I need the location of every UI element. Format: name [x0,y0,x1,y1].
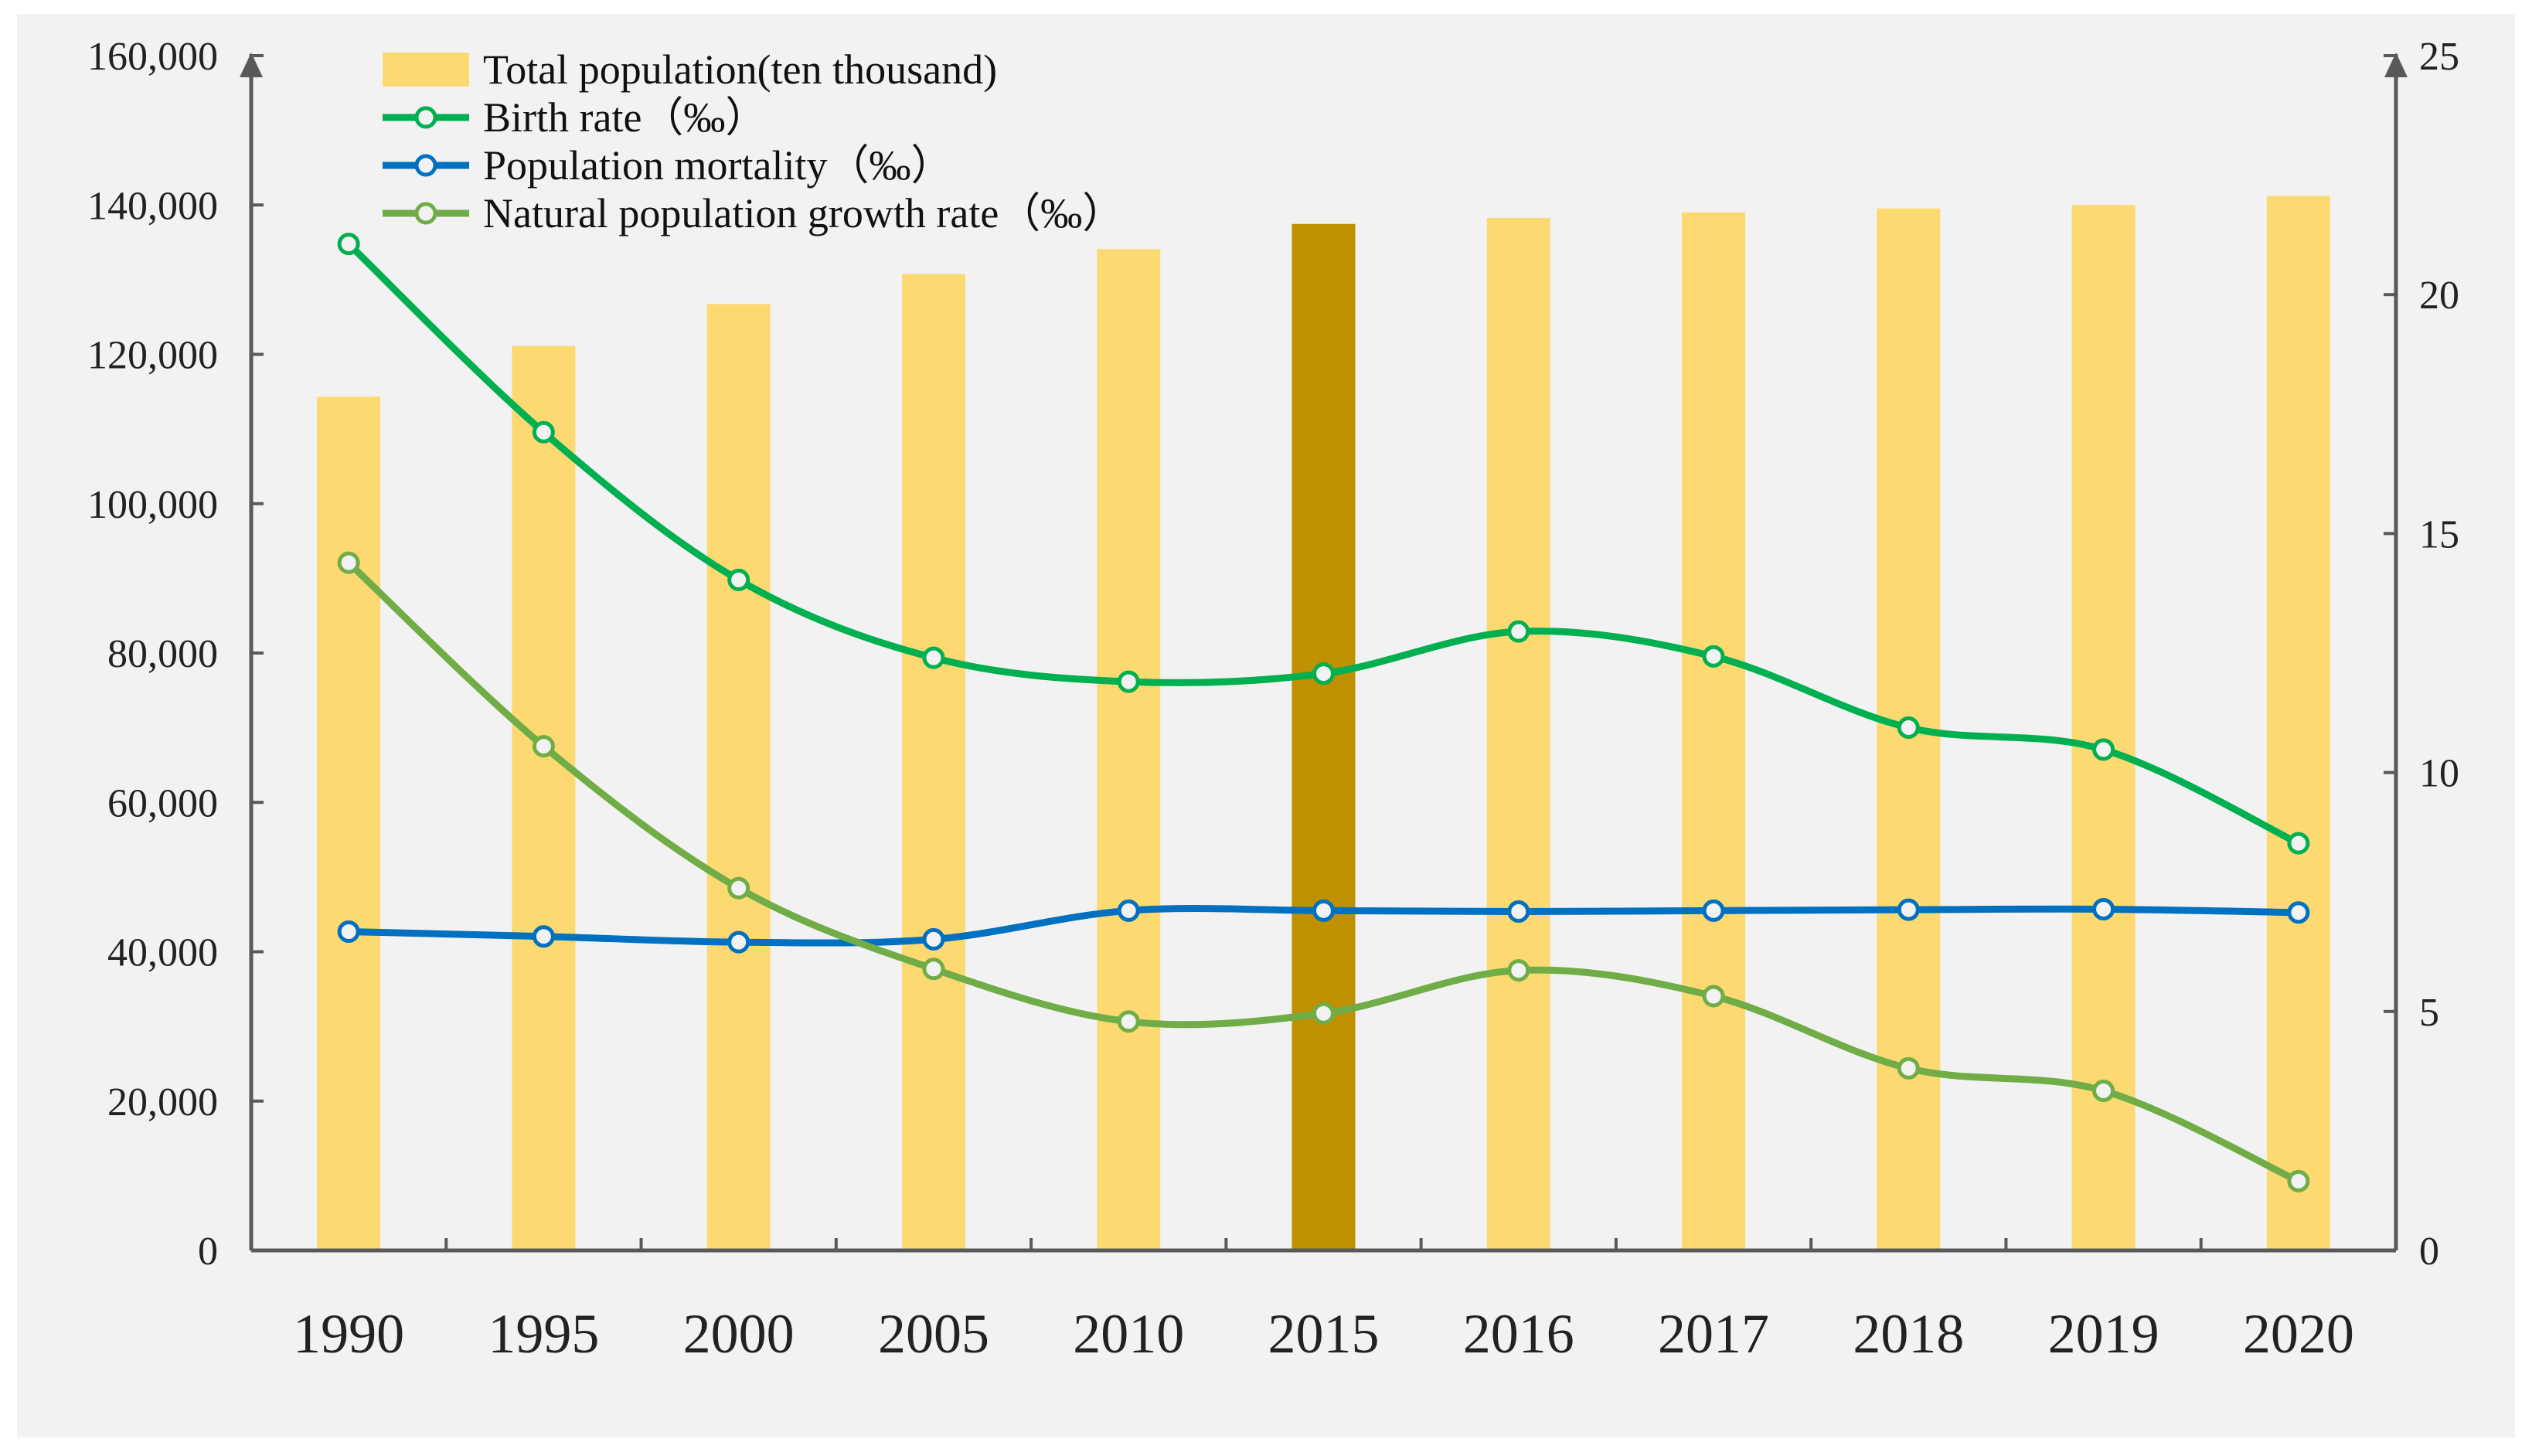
growth-rate-point-2016 [1507,959,1530,982]
x-tick-label-2015: 2015 [1268,1303,1380,1365]
growth-rate-point-2017 [1702,985,1725,1008]
mortality-point-2015 [1312,899,1335,922]
right-tick-label: 25 [2419,35,2459,79]
bar-2015 [1292,223,1356,1250]
birth-rate-point-2010 [1117,670,1140,693]
left-tick-label: 20,000 [107,1080,218,1124]
left-tick-label: 80,000 [107,632,218,676]
bar-2005 [901,274,965,1250]
mortality-point-2000 [727,930,750,954]
birth-rate-point-2015 [1312,662,1335,685]
x-tick-label-2018: 2018 [1853,1303,1964,1365]
bar-2020 [2266,196,2330,1250]
legend-mortality-marker [414,154,437,177]
right-tick-label: 5 [2419,991,2439,1035]
bar-2019 [2071,205,2136,1251]
growth-rate-point-1995 [532,735,555,758]
left-tick-label: 40,000 [107,931,218,975]
birth-rate-point-2016 [1507,620,1530,643]
left-axis-arrow-icon [240,53,263,77]
growth-rate-point-2010 [1117,1010,1140,1033]
left-tick-label: 100,000 [87,483,218,527]
x-tick-label-1990: 1990 [293,1303,404,1365]
x-tick-label-2000: 2000 [683,1303,795,1365]
growth-rate-point-1990 [337,551,360,574]
right-axis-arrow-icon [2384,53,2408,77]
mortality-point-2005 [922,927,945,951]
bar-2010 [1097,249,1161,1250]
mortality-point-2018 [1897,898,1920,921]
legend-growth-rate-marker [414,202,437,225]
mortality-point-1990 [337,920,360,944]
growth-rate-point-2019 [2092,1079,2115,1102]
x-tick-label-2019: 2019 [2048,1303,2159,1365]
bar-2000 [706,304,771,1251]
birth-rate-point-2000 [727,568,750,591]
mortality-point-2010 [1117,899,1140,922]
mortality-point-1995 [532,925,555,948]
chart-background [17,14,2515,1437]
x-tick-label-2010: 2010 [1073,1303,1184,1365]
x-tick-label-2005: 2005 [878,1303,989,1365]
right-tick-label: 0 [2419,1230,2439,1274]
left-tick-label: 60,000 [107,781,218,825]
growth-rate-point-2015 [1312,1002,1335,1025]
mortality-point-2020 [2287,901,2310,924]
bar-1995 [512,345,576,1250]
mortality-point-2017 [1702,899,1725,922]
x-tick-label-2016: 2016 [1463,1303,1574,1365]
bar-1990 [317,396,381,1251]
growth-rate-point-2005 [922,958,945,981]
legend-label-mortality: Population mortality（‰） [483,142,952,189]
left-tick-label: 140,000 [87,184,218,228]
birth-rate-point-2017 [1702,645,1725,668]
legend-label-growth-rate: Natural population growth rate（‰） [483,190,1124,236]
mortality-point-2016 [1507,900,1530,924]
birth-rate-point-1990 [337,233,360,256]
growth-rate-point-2020 [2287,1169,2310,1192]
growth-rate-point-2000 [727,876,750,900]
right-tick-label: 10 [2419,752,2459,796]
birth-rate-point-2018 [1897,716,1920,739]
mortality-point-2019 [2092,897,2115,920]
legend-birth-rate-marker [414,106,437,129]
legend-bar-swatch [383,53,469,87]
x-tick-label-2020: 2020 [2243,1303,2354,1365]
x-tick-label-2017: 2017 [1658,1303,1769,1365]
bar-2016 [1486,217,1550,1251]
left-tick-label: 160,000 [87,35,218,79]
birth-rate-point-2005 [922,646,945,669]
bar-2017 [1682,212,1746,1250]
right-tick-label: 20 [2419,274,2459,318]
left-tick-label: 120,000 [87,334,218,378]
birth-rate-point-2020 [2287,832,2310,855]
left-tick-label: 0 [198,1230,218,1274]
right-tick-label: 15 [2419,512,2459,556]
legend-label-birth-rate: Birth rate（‰） [483,94,767,141]
growth-rate-point-2018 [1897,1056,1920,1080]
x-tick-label-1995: 1995 [488,1303,599,1365]
birth-rate-point-2019 [2092,738,2115,761]
legend-label-population: Total population(ten thousand) [483,46,997,93]
birth-rate-point-1995 [532,420,555,444]
